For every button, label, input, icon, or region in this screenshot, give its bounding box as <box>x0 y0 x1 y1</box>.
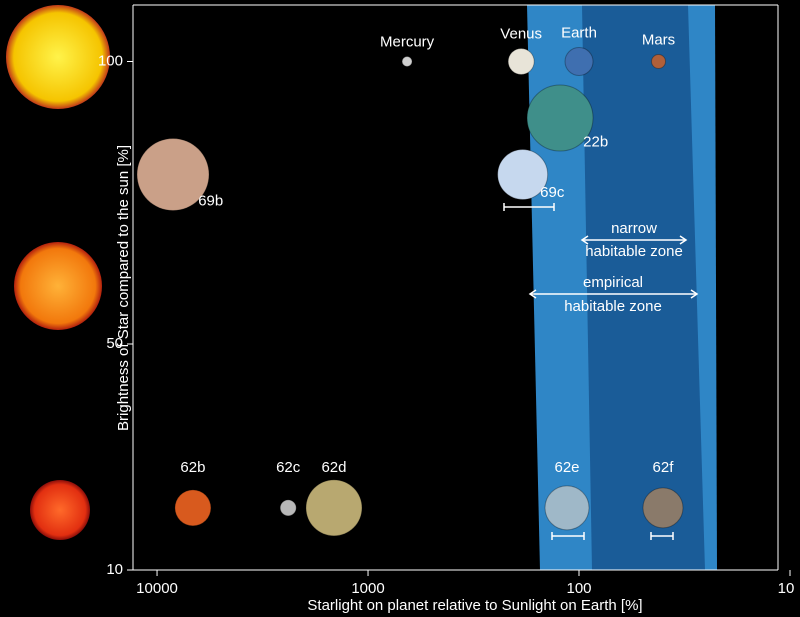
x-tick-label: 100 <box>566 580 591 597</box>
planet-label: 62f <box>653 459 675 476</box>
planet <box>544 485 590 531</box>
planet-label: 69b <box>198 192 223 209</box>
planet-label: 22b <box>583 134 608 151</box>
planet <box>642 487 684 529</box>
planet <box>401 56 413 67</box>
planet-label: 62d <box>321 459 346 476</box>
star-sun <box>6 5 110 109</box>
planet <box>305 479 363 537</box>
planet <box>526 84 594 152</box>
planet-label: Earth <box>561 24 597 41</box>
star-kepler62 <box>30 480 90 540</box>
annotation: narrow <box>611 220 657 237</box>
planet-label: Mars <box>642 31 675 48</box>
planet <box>497 149 549 200</box>
planet <box>174 489 212 527</box>
y-tick-label: 50 <box>106 335 123 352</box>
planet <box>279 499 297 517</box>
planet-label: 62e <box>554 459 579 476</box>
y-axis-label: Brightness of Star compared to the sun [… <box>115 145 132 431</box>
planet-label: 69c <box>540 184 565 201</box>
x-tick-label: 10 <box>778 580 795 597</box>
planet <box>651 54 667 69</box>
planet-label: 62c <box>276 459 301 476</box>
y-tick-label: 10 <box>106 561 123 578</box>
y-tick-label: 100 <box>98 52 123 69</box>
annotation: habitable zone <box>585 243 683 260</box>
star-kepler69 <box>14 242 102 330</box>
annotation: empirical <box>583 274 643 291</box>
planet <box>507 48 535 75</box>
annotation: habitable zone <box>564 298 662 315</box>
x-axis-label: Starlight on planet relative to Sunlight… <box>307 597 642 614</box>
narrow-habitable-zone <box>582 5 705 570</box>
planet-label: 62b <box>180 459 205 476</box>
planet-label: Mercury <box>380 33 435 50</box>
x-tick-label: 10000 <box>136 580 178 597</box>
x-tick-label: 1000 <box>351 580 384 597</box>
arrows <box>503 203 699 540</box>
planet <box>136 138 210 211</box>
planet <box>564 47 594 76</box>
planet-label: Venus <box>500 25 542 42</box>
